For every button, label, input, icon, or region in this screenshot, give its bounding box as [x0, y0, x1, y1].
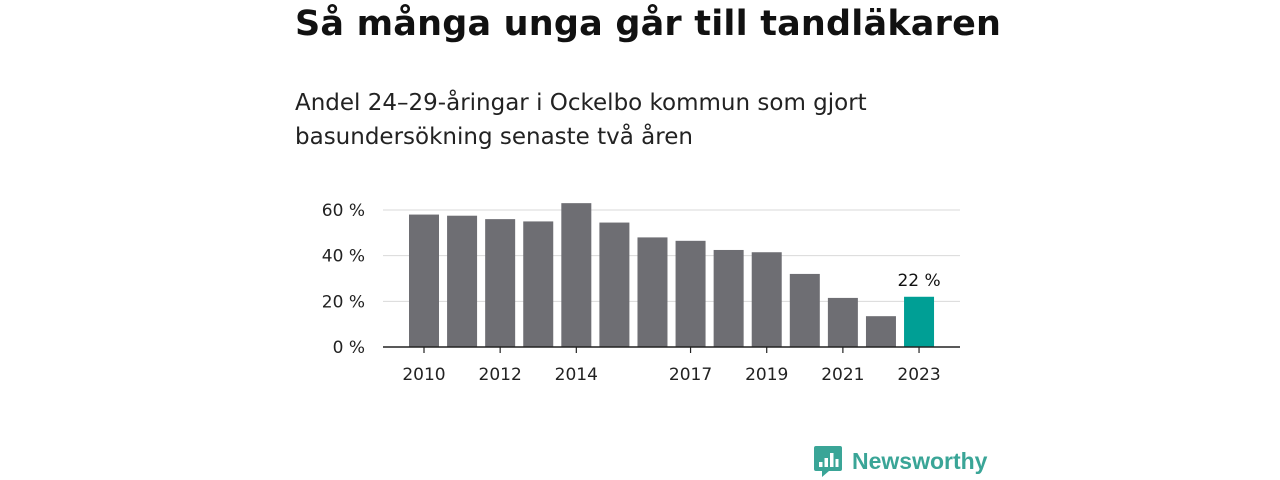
- bar-2011: [447, 215, 478, 347]
- y-tick-label: 0 %: [333, 338, 365, 358]
- bar-2010: [409, 214, 439, 347]
- y-tick-label: 20 %: [322, 292, 365, 312]
- bar-2012: [485, 219, 516, 347]
- y-axis-tick-labels: 0 % 20 % 40 % 60 %: [322, 201, 365, 358]
- bar-2023: [904, 296, 935, 347]
- brand-name: Newsworthy: [852, 447, 988, 474]
- y-tick-label: 40 %: [322, 247, 365, 267]
- y-tick-label: 60 %: [322, 201, 365, 221]
- annotations: 22 %: [897, 271, 940, 291]
- bars: [409, 203, 935, 347]
- x-tick-label: 2012: [479, 365, 522, 385]
- newsworthy-logo: Newsworthy: [814, 444, 987, 478]
- bar-2013: [523, 221, 554, 347]
- x-tick-label: 2023: [897, 365, 940, 385]
- bar-2016: [637, 237, 668, 347]
- data-label-2023: 22 %: [897, 271, 940, 291]
- x-tick-label: 2014: [555, 365, 598, 385]
- gridlines: [383, 209, 960, 302]
- bar-2020: [789, 273, 820, 347]
- bar-2022: [865, 316, 896, 347]
- x-axis-tick-labels: 2010 2012 2014 2017 2019 2021 2023: [402, 347, 941, 385]
- chart-subtitle: Andel 24–29-åringar i Ockelbo kommun som…: [295, 90, 867, 150]
- x-tick-label: 2019: [745, 365, 788, 385]
- bar-2018: [713, 249, 744, 347]
- bar-chart-speech-bubble-icon: [814, 446, 842, 477]
- bar-2017: [675, 240, 706, 347]
- chart-title: Så många unga går till tandläkaren: [295, 4, 1002, 44]
- bar-2015: [599, 222, 630, 347]
- x-tick-label: 2021: [821, 365, 864, 385]
- x-tick-label: 2010: [402, 365, 445, 385]
- bar-2019: [751, 252, 782, 347]
- bar-2021: [827, 297, 858, 347]
- bar-2014: [561, 203, 592, 347]
- x-tick-label: 2017: [669, 365, 712, 385]
